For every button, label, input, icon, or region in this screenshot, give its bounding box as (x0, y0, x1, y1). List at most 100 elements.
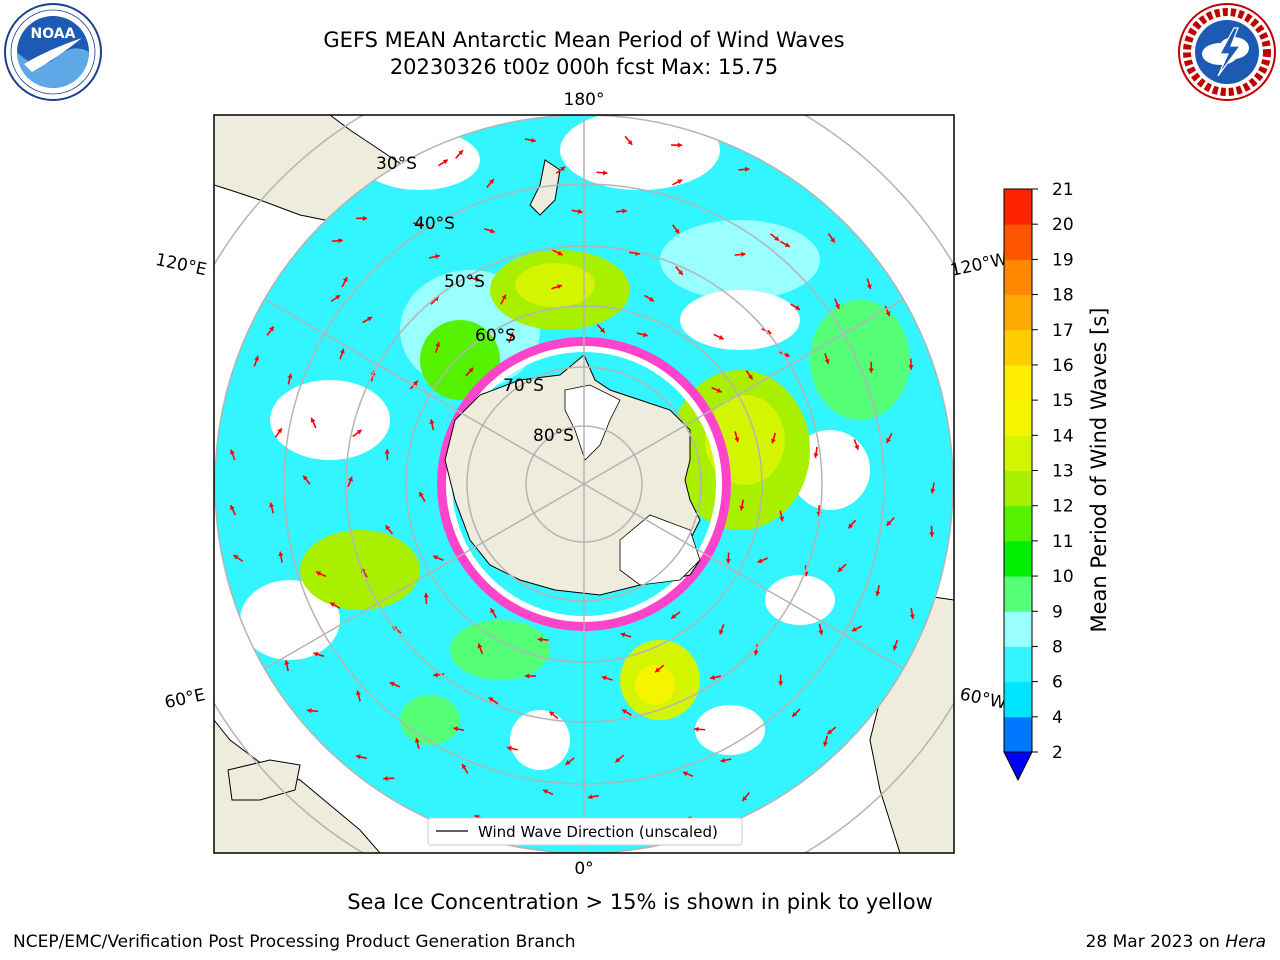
wind-wave-arrowhead (435, 342, 441, 347)
colorbar-tick-label: 16 (1052, 356, 1074, 376)
wind-wave-arrowhead (748, 374, 753, 380)
wind-wave-arrowhead (442, 159, 448, 165)
lat-label-80s: 80°S (533, 426, 574, 446)
colorbar-tick-label: 13 (1052, 462, 1074, 482)
wind-wave-arrowhead (615, 757, 621, 763)
wind-wave-arrowhead (542, 789, 548, 795)
wind-wave-arrowhead (742, 796, 748, 802)
wind-wave-arrowhead (348, 476, 353, 482)
colorbar-tick-label: 19 (1052, 250, 1074, 270)
wind-wave-arrowhead (230, 505, 235, 511)
colorbar-extend-triangle (1003, 751, 1033, 782)
wind-wave-arrowhead (549, 711, 555, 717)
wind-wave-arrowhead (356, 429, 362, 435)
lat-label-50s: 50°S (444, 272, 485, 292)
wind-wave-arrowhead (734, 437, 740, 443)
wind-wave-arrowhead (642, 332, 648, 338)
wind-wave-arrowhead (339, 348, 345, 354)
wind-wave-arrowhead (565, 760, 571, 765)
wind-wave-arrowhead (433, 555, 439, 561)
wind-wave-arrowhead (474, 814, 480, 820)
wind-wave-arrowhead (778, 681, 784, 686)
wind-wave-arrowhead (909, 614, 915, 619)
graticule (214, 115, 954, 853)
colorbar-segment (1004, 716, 1032, 753)
lat-label-30s: 30°S (376, 154, 417, 174)
colorbar-tick-label: 20 (1052, 215, 1074, 235)
wind-wave-arrowhead (739, 505, 745, 511)
wind-wave-arrowhead (885, 311, 891, 317)
sea-ice-note: Sea Ice Concentration > 15% is shown in … (347, 890, 933, 914)
wind-wave-arrowhead (458, 150, 464, 156)
wind-wave-arrowhead (557, 250, 563, 256)
wind-wave-arrowhead (287, 373, 293, 379)
wind-wave-arrowhead (622, 709, 628, 714)
colorbar-tick-label: 15 (1052, 391, 1074, 411)
wind-wave-arrowhead (784, 352, 790, 358)
chart-subtitle: 20230326 t00z 000h fcst Max: 15.75 (389, 55, 779, 79)
wind-wave-arrowhead (892, 645, 898, 651)
wind-wave-arrowhead (419, 221, 424, 227)
wind-wave-arrowhead (716, 388, 722, 393)
colorbar-tick-label: 8 (1052, 637, 1063, 657)
lon-label-120e: 120°E (154, 250, 209, 280)
wind-wave-arrowhead (310, 417, 316, 423)
wind-wave-arrowhead (875, 591, 881, 596)
wind-wave-arrowhead (682, 771, 688, 777)
wind-wave-arrowhead (303, 475, 308, 481)
colorbar-tick-label: 14 (1052, 426, 1074, 446)
wind-wave-arrowhead (488, 697, 494, 703)
colorbar-segment (1004, 681, 1032, 718)
wind-wave-arrowhead (453, 726, 459, 732)
wind-wave-arrowhead (620, 632, 626, 638)
wind-wave-arrowhead (784, 242, 790, 247)
noaa-logo-text: NOAA (31, 26, 76, 42)
wind-wave-arrowhead (622, 208, 627, 214)
colorbar: 2 4 6 8 9 10 11 12 13 14 15 16 17 18 19 20 21 Mean Perio… (1003, 180, 1111, 782)
colorbar-segment (1004, 294, 1032, 331)
wind-wave-arrowhead (429, 419, 435, 425)
wind-wave-arrowhead (356, 690, 362, 696)
wind-wave-arrowhead (489, 228, 495, 234)
wind-wave-arrowhead (508, 332, 514, 338)
colorbar-tick-label: 21 (1052, 180, 1074, 200)
machine-name: Hera (1225, 932, 1266, 952)
map-frame (213, 114, 955, 854)
wind-wave-arrowhead (313, 651, 319, 657)
lon-label-0: 0° (574, 859, 593, 879)
wind-wave-arrowhead (577, 208, 583, 215)
wind-wave-arrowhead (501, 294, 507, 300)
wind-wave-arrowhead (718, 629, 724, 635)
wind-wave-arrowhead (601, 675, 607, 681)
wind-wave-arrowhead (338, 238, 343, 244)
wind-wave-arrowhead (435, 254, 440, 260)
wind-wave-arrowhead (587, 794, 593, 800)
wind-wave-arrowhead (602, 170, 608, 176)
colorbar-segment (1004, 470, 1032, 507)
wind-wave-arrowhead (908, 365, 914, 370)
wind-wave-arrowhead (655, 667, 661, 673)
wind-wave-arrowhead (627, 139, 633, 145)
colorbar-segment (1004, 400, 1032, 436)
colorbar-tick-label: 17 (1052, 321, 1074, 341)
nws-logo (1178, 3, 1276, 101)
wind-wave-arrowhead (284, 660, 290, 665)
wind-wave-arrowhead (277, 428, 282, 434)
colorbar-tick-label: 4 (1052, 708, 1063, 728)
wind-wave-arrowhead (725, 559, 731, 564)
wind-wave-arrowhead (524, 673, 530, 679)
lon-label-120w: 120°W (949, 249, 1010, 281)
wind-wave-arrowhead (560, 166, 566, 172)
colorbar-tick-label: 11 (1052, 532, 1074, 552)
wind-wave-arrowhead (335, 295, 341, 300)
wind-wave-arrowhead (851, 626, 857, 632)
wind-wave-arrowhead (886, 520, 892, 526)
colorbar-segment (1004, 576, 1032, 612)
colorbar-segment (1004, 505, 1032, 542)
wind-wave-arrowhead (835, 303, 840, 309)
colorbar-segment (1004, 611, 1032, 647)
wind-wave-arrowhead (710, 674, 715, 681)
lat-label-40s: 40°S (414, 214, 455, 234)
wind-wave-arrowhead (779, 516, 785, 522)
wind-wave-arrowhead (744, 166, 750, 172)
